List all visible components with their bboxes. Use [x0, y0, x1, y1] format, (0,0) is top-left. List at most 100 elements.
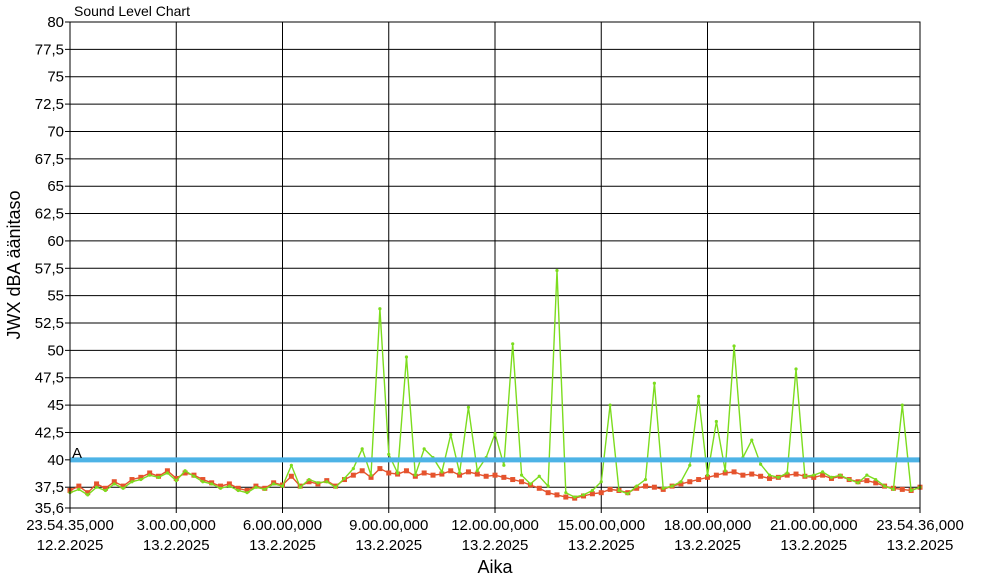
- series-point: [784, 472, 790, 478]
- series-point: [678, 481, 684, 487]
- x-tick-time: 12.00.00,000: [451, 517, 539, 534]
- series-point: [449, 433, 453, 437]
- series-point: [404, 355, 409, 359]
- chart-grid: [69, 21, 921, 509]
- series-point: [563, 494, 569, 500]
- series-point: [351, 466, 355, 471]
- series-point: [519, 473, 524, 477]
- series-point: [457, 471, 462, 475]
- series-point: [589, 491, 595, 497]
- series-point: [111, 479, 117, 485]
- series-point: [873, 480, 879, 486]
- series-point: [440, 470, 444, 474]
- series-point: [112, 482, 116, 486]
- series-point: [519, 479, 525, 485]
- series-point: [554, 492, 560, 498]
- series-point: [218, 486, 223, 490]
- series-point: [546, 484, 550, 488]
- series-point: [439, 471, 445, 477]
- series-point: [874, 477, 878, 482]
- series-point: [280, 484, 285, 488]
- x-tick-time: 9.00.00,000: [349, 517, 428, 534]
- series-point: [617, 488, 621, 493]
- series-point: [368, 474, 374, 480]
- series-point: [120, 483, 126, 489]
- series-point: [811, 474, 817, 480]
- series-point: [254, 485, 258, 489]
- series-point: [244, 487, 250, 493]
- y-tick-label: 37,5: [35, 479, 64, 496]
- chart-series: [67, 268, 923, 501]
- series-point: [103, 488, 108, 493]
- series-point: [891, 487, 896, 491]
- series-point: [581, 493, 586, 497]
- plot-area-border: [69, 21, 921, 509]
- series-point: [608, 403, 612, 407]
- series-point: [794, 367, 798, 371]
- x-tick-time: 21.00.00,000: [770, 517, 858, 534]
- series-point: [511, 342, 515, 346]
- series-point: [545, 490, 551, 496]
- series-point: [272, 482, 276, 486]
- x-tick-date: 13.2.2025: [887, 537, 954, 554]
- series-point: [94, 481, 100, 487]
- series-point: [236, 488, 240, 493]
- y-tick-label: 80: [47, 14, 64, 31]
- series-point: [334, 485, 338, 489]
- series-point: [812, 473, 816, 477]
- y-tick-label: 72,5: [35, 96, 64, 113]
- series-point: [714, 419, 718, 424]
- series-point: [85, 490, 91, 496]
- y-axis-ticks: 35,6 37,5 40 42,5 45 47,5 50 52,5 55 57,5 60 62,5 65…: [35, 14, 70, 517]
- y-tick-label: 70: [47, 123, 64, 140]
- series-point: [598, 490, 604, 496]
- series-point: [502, 463, 506, 467]
- x-tick-time: 15.00.00,000: [557, 517, 645, 534]
- series-point: [865, 473, 869, 477]
- series-point: [396, 471, 400, 475]
- series-point: [403, 468, 409, 474]
- series-point: [77, 487, 81, 491]
- series-point: [298, 485, 302, 489]
- x-tick-time: 23.54.36,000: [876, 517, 964, 534]
- series-point: [510, 477, 516, 483]
- y-tick-label: 67,5: [35, 151, 64, 168]
- y-tick-label: 62,5: [35, 206, 64, 223]
- series-point: [573, 495, 577, 499]
- series-point: [679, 480, 683, 484]
- series-point: [731, 469, 737, 475]
- series-point: [430, 472, 436, 478]
- series-point: [465, 469, 471, 475]
- x-tick-date: 13.2.2025: [674, 537, 741, 554]
- y-tick-label: 45: [47, 397, 64, 414]
- series-point: [307, 477, 311, 482]
- series-point: [688, 463, 692, 467]
- series-point: [634, 485, 640, 491]
- series-point: [235, 485, 241, 491]
- y-tick-label: 35,6: [35, 500, 64, 517]
- series-point: [766, 475, 772, 481]
- series-point: [173, 475, 179, 481]
- series-point: [121, 486, 125, 490]
- series-point: [174, 479, 178, 483]
- series-point: [661, 486, 665, 490]
- series-point: [803, 474, 807, 478]
- series-point: [130, 480, 134, 484]
- series-point: [325, 480, 329, 484]
- series-point: [909, 488, 913, 493]
- series-point: [607, 486, 613, 492]
- series-point: [182, 470, 188, 476]
- series-point: [165, 471, 169, 475]
- threshold-label: A: [72, 445, 82, 462]
- series-point: [316, 481, 320, 485]
- series-point: [413, 473, 417, 477]
- series-point: [457, 472, 463, 478]
- series-point: [643, 483, 649, 489]
- series-point: [76, 483, 82, 489]
- y-tick-label: 50: [47, 342, 64, 359]
- y-tick-label: 47,5: [35, 370, 64, 387]
- series-point: [501, 474, 507, 480]
- x-tick-time: 6.00.00,000: [243, 517, 322, 534]
- series-point: [86, 493, 90, 497]
- series-point: [705, 473, 710, 477]
